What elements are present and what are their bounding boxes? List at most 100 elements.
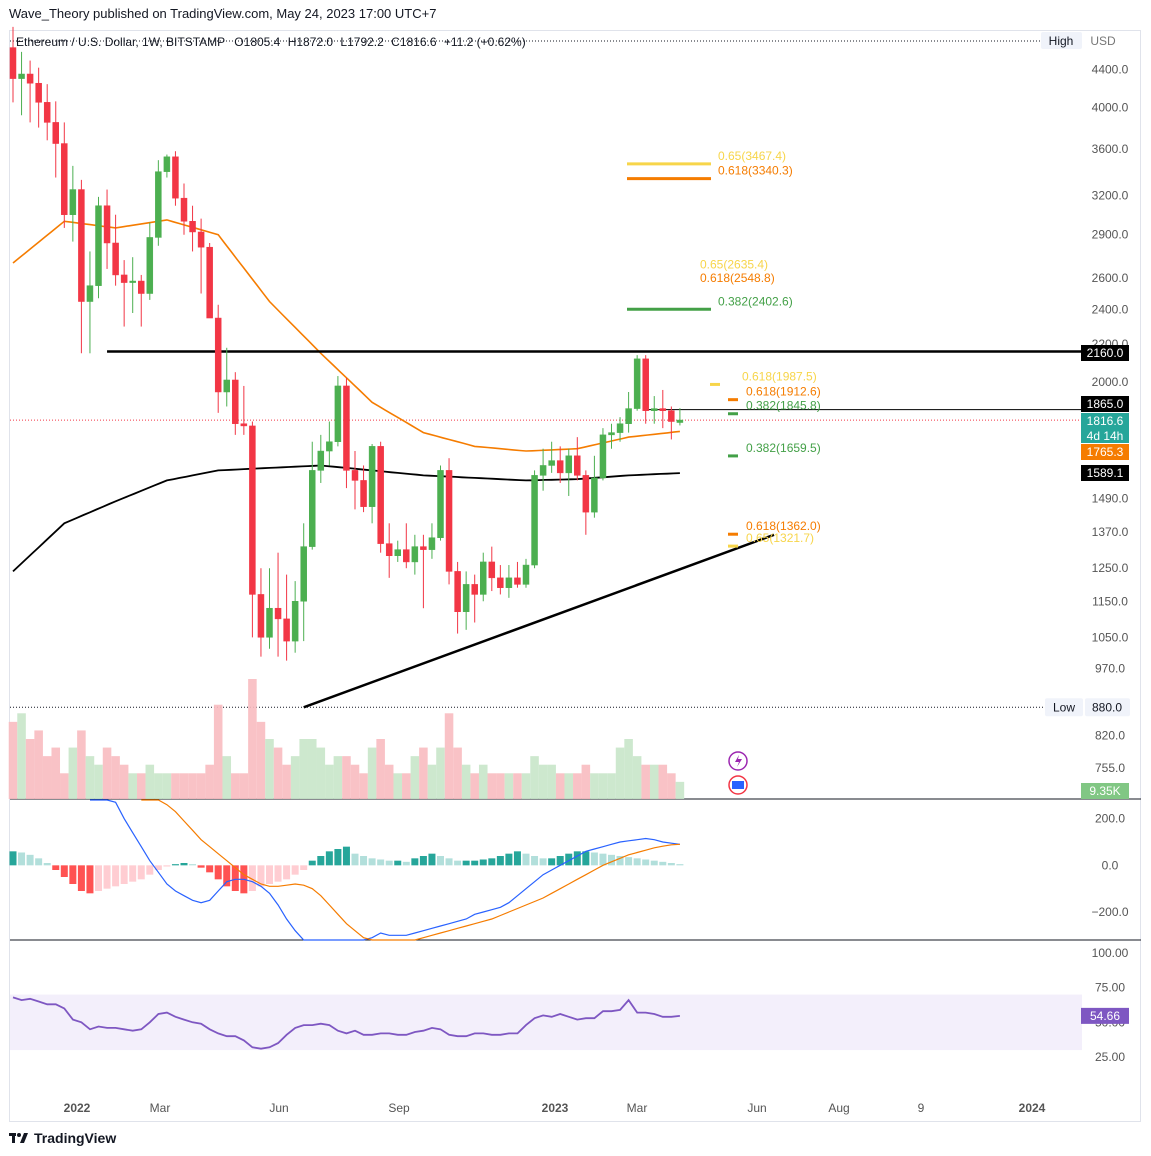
candle-body	[334, 385, 342, 442]
price-tag-box	[1081, 465, 1129, 481]
open-label: O	[234, 35, 244, 49]
candle-body	[52, 122, 59, 144]
macd-histogram-bar	[565, 853, 573, 866]
volume-bar	[196, 773, 206, 799]
macd-histogram-bar	[26, 854, 34, 866]
candle-body	[300, 546, 307, 602]
candle	[351, 451, 359, 510]
volume-bar	[624, 739, 633, 799]
price-tick-label: 4400.0	[1092, 62, 1129, 76]
candle	[129, 257, 136, 314]
macd-histogram-bar	[377, 859, 385, 866]
volume-bar	[136, 773, 146, 799]
candle-body	[668, 410, 675, 422]
volume-bar	[675, 781, 685, 799]
candle	[445, 458, 453, 585]
volume-bar	[128, 773, 137, 799]
macd-histogram-bar	[360, 856, 368, 866]
candle-body	[26, 73, 34, 84]
candle-body	[291, 601, 299, 642]
candle-body	[548, 460, 555, 466]
low-value-box	[1085, 698, 1130, 717]
candle	[428, 523, 436, 559]
volume-bar	[521, 773, 531, 799]
volume-bar	[496, 773, 505, 799]
low-value-label: 880.0	[1092, 700, 1122, 714]
volume-bar	[504, 773, 514, 799]
macd-histogram-bar	[616, 856, 624, 866]
macd-histogram-bar	[154, 865, 162, 870]
volume-bar	[85, 756, 95, 799]
support-trendline	[303, 533, 775, 709]
macd-histogram-bar	[556, 856, 564, 866]
volume-bar	[658, 764, 668, 799]
candle-body	[531, 475, 538, 566]
macd-histogram-bar	[428, 853, 436, 866]
candle-body	[625, 408, 632, 424]
candle	[180, 183, 188, 235]
candle-body	[155, 171, 162, 238]
tradingview-footer[interactable]: TradingView	[9, 1130, 116, 1146]
macd-histogram-bar	[522, 853, 530, 866]
price-tag-label: 1865.0	[1087, 397, 1124, 411]
candle	[659, 389, 667, 429]
candle	[112, 214, 119, 286]
volume-bar	[34, 730, 43, 799]
candle-body	[223, 379, 230, 393]
price-tag-label: 1589.1	[1087, 466, 1124, 480]
price-tick-label: 1150.0	[1092, 594, 1128, 608]
macd-histogram-bar	[77, 865, 85, 891]
macd-histogram-bar	[368, 858, 376, 866]
candle	[642, 355, 649, 424]
macd-histogram-bar	[69, 865, 77, 884]
price-tag-box	[1081, 444, 1129, 460]
time-axis-label: Sep	[388, 1101, 410, 1115]
time-axis-label: Aug	[828, 1101, 849, 1115]
macd-histogram-bar	[496, 856, 504, 866]
rsi-tick-label: 100.00	[1092, 946, 1129, 960]
macd-histogram-bar	[437, 856, 444, 866]
volume-bar	[68, 747, 78, 799]
candle-body	[9, 47, 17, 79]
macd-histogram-bar	[257, 865, 265, 887]
candle-body	[565, 455, 572, 474]
price-axis: 4400.0 4000.0 3600.0 3200.0 2900.0 2600.0 2400…	[1041, 32, 1130, 1064]
candle	[214, 304, 222, 413]
candle-body	[112, 242, 119, 276]
macd-histogram-bar	[479, 859, 487, 866]
macd-histogram-bar	[625, 857, 633, 866]
price-tag-label: 2160.0	[1087, 346, 1124, 360]
macd-histogram-bar	[171, 864, 179, 866]
time-axis-label: Jun	[747, 1101, 766, 1115]
fib-level-label: 0.618(1912.6)	[746, 385, 821, 399]
volume-bar	[188, 773, 197, 799]
candle-body	[428, 537, 436, 550]
fib-level-label: 0.618(1362.0)	[746, 519, 821, 533]
volume-bar	[154, 773, 163, 799]
candle-body	[377, 446, 384, 544]
macd-histogram-bar	[488, 858, 496, 866]
macd-histogram-bar	[197, 865, 205, 868]
volume-bar	[119, 764, 129, 799]
candle-body	[411, 546, 419, 563]
candle	[454, 561, 461, 634]
candle-body	[582, 475, 590, 513]
volume-bar	[102, 747, 112, 799]
candle	[625, 391, 632, 433]
open-value: 1805.4	[243, 35, 281, 49]
macd-histogram-bar	[189, 864, 197, 866]
candle	[43, 84, 51, 141]
candle	[249, 421, 256, 638]
chart-frame	[9, 30, 1141, 1122]
price-tag-box	[1081, 428, 1129, 443]
macd-histogram-bar	[505, 853, 513, 866]
candle	[197, 218, 205, 294]
price-tick-label: 2900.0	[1092, 228, 1129, 242]
candle	[676, 408, 684, 426]
candle	[368, 444, 376, 524]
volume-bar	[376, 739, 385, 799]
macd-histogram-bar	[462, 860, 470, 866]
candle-body	[480, 561, 487, 595]
volume-bar	[649, 764, 659, 799]
